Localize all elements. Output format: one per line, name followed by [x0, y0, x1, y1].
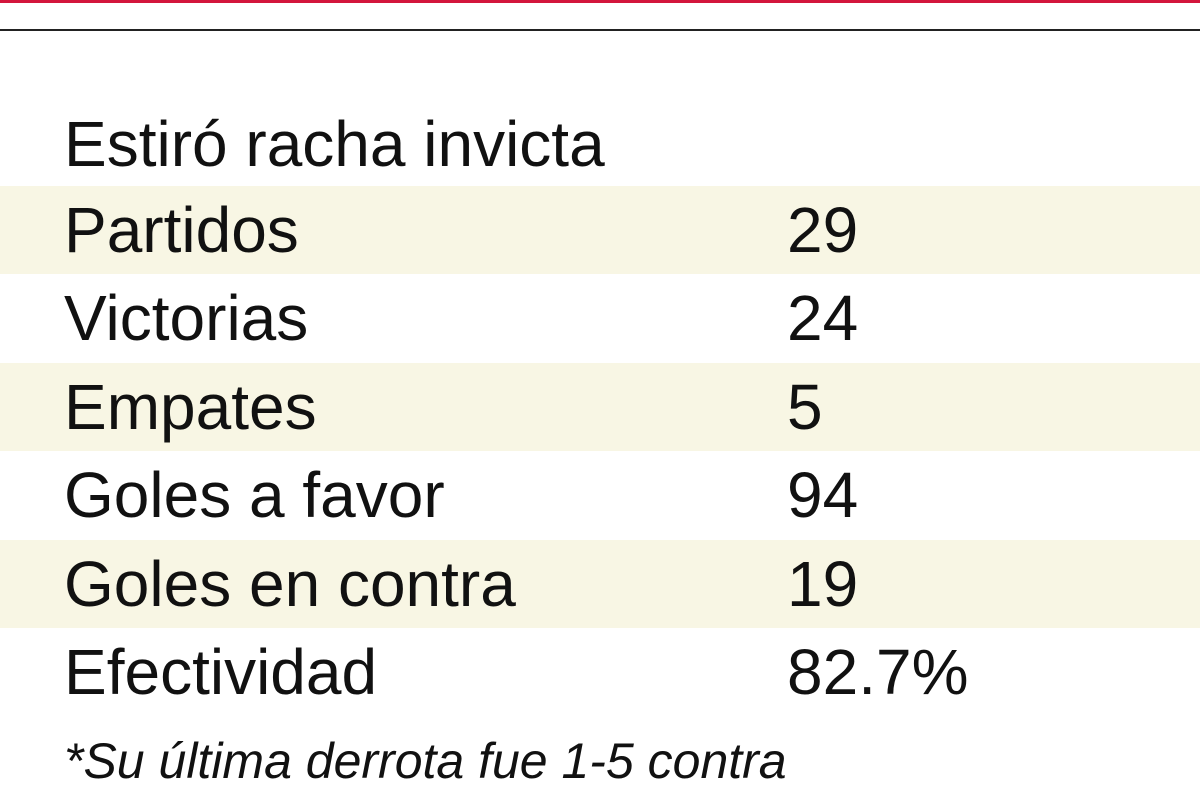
row-label: Partidos	[64, 194, 299, 266]
table-row: Empates 5	[0, 363, 1200, 451]
table-title: Estiró racha invicta	[64, 108, 605, 180]
table-row: Partidos 29	[0, 186, 1200, 274]
row-label: Empates	[64, 371, 317, 443]
row-label: Efectividad	[64, 636, 378, 708]
top-red-rule	[0, 0, 1200, 3]
row-value: 29	[787, 194, 859, 266]
row-label: Goles en contra	[64, 548, 516, 620]
row-value: 5	[787, 371, 823, 443]
table-row: Efectividad 82.7%	[0, 628, 1200, 716]
table-row: Victorias 24	[0, 274, 1200, 362]
table-row: Goles a favor 94	[0, 451, 1200, 539]
row-value: 82.7%	[787, 636, 969, 708]
row-value: 19	[787, 548, 859, 620]
row-label: Victorias	[64, 282, 309, 354]
table-row: Goles en contra 19	[0, 540, 1200, 628]
row-value: 24	[787, 282, 859, 354]
footnote: *Su última derrota fue 1-5 contra	[64, 733, 787, 789]
row-label: Goles a favor	[64, 459, 445, 531]
row-value: 94	[787, 459, 859, 531]
header-divider	[0, 29, 1200, 31]
